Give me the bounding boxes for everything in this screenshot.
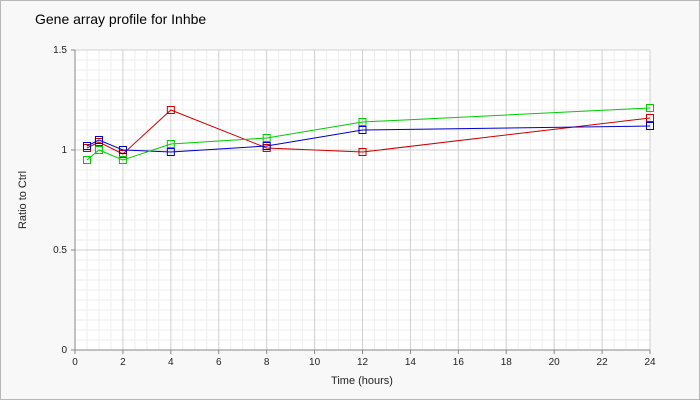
y-tick-label: 0.5 [53,245,67,256]
x-tick-label: 16 [453,357,465,368]
y-axis-label: Ratio to Ctrl [17,171,29,229]
data-point-marker [358,118,367,126]
x-tick-label: 20 [549,357,561,368]
data-point-marker [262,134,271,142]
data-point-marker [118,146,127,154]
data-point-marker [646,122,654,130]
series-line [86,107,651,161]
y-tick-label: 0 [61,345,67,356]
x-tick-label: 4 [168,357,174,368]
x-tick-label: 0 [72,357,78,368]
data-point-marker [166,148,175,156]
x-axis-label: Time (hours) [331,375,393,387]
series-line [86,125,651,153]
x-tick-label: 8 [264,357,270,368]
x-tick-label: 2 [120,357,126,368]
x-tick-label: 10 [309,357,321,368]
data-point-marker [82,142,91,150]
data-point-marker [358,148,367,156]
series-3 [82,104,654,164]
data-point-marker [262,142,271,150]
x-tick-label: 22 [597,357,609,368]
x-tick-label: 14 [405,357,417,368]
data-point-marker [166,106,175,114]
x-tick-label: 12 [357,357,369,368]
data-point-marker [358,126,367,134]
x-tick-label: 6 [216,357,222,368]
chart-title: Gene array profile for Inhbe [35,11,207,27]
y-tick-label: 1 [61,145,67,156]
x-tick-label: 24 [644,357,656,368]
data-point-marker [82,156,91,164]
y-tick-label: 1.5 [53,45,67,56]
x-tick-label: 18 [501,357,513,368]
series-2 [82,122,654,156]
data-point-marker [646,114,654,122]
series-layer [82,104,654,164]
series-line [86,109,651,155]
data-point-marker [94,146,103,154]
data-point-marker [94,136,103,144]
x-tick-labels: 0 2 4 6 8 10 12 14 16 18 20 22 24 [72,350,656,368]
data-point-marker [166,140,175,148]
y-tick-labels: 0 0.5 1 1.5 [53,45,75,356]
data-point-marker [118,156,127,164]
data-point-marker [646,104,654,112]
